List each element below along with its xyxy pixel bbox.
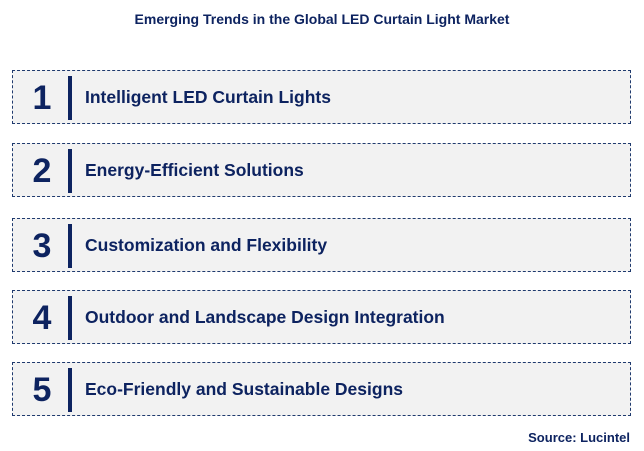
trend-item: 5 Eco-Friendly and Sustainable Designs bbox=[12, 362, 631, 416]
source-note: Source: Lucintel bbox=[528, 430, 630, 445]
trend-item: 1 Intelligent LED Curtain Lights bbox=[12, 70, 631, 124]
trend-number: 2 bbox=[32, 152, 52, 190]
divider bbox=[68, 296, 72, 340]
divider bbox=[68, 224, 72, 268]
trend-label: Intelligent LED Curtain Lights bbox=[85, 87, 331, 107]
divider bbox=[68, 76, 72, 120]
trend-label: Eco-Friendly and Sustainable Designs bbox=[85, 379, 403, 399]
trend-label: Customization and Flexibility bbox=[85, 235, 328, 255]
trend-item: 4 Outdoor and Landscape Design Integratio… bbox=[12, 290, 631, 344]
trend-number: 4 bbox=[32, 299, 52, 337]
trend-number: 1 bbox=[32, 79, 52, 117]
trend-item: 2 Energy-Efficient Solutions bbox=[12, 143, 631, 197]
trend-number: 3 bbox=[32, 227, 52, 265]
trend-label: Energy-Efficient Solutions bbox=[85, 160, 304, 180]
divider bbox=[68, 149, 72, 193]
trend-label: Outdoor and Landscape Design Integration bbox=[85, 307, 445, 327]
trend-item: 3 Customization and Flexibility bbox=[12, 218, 631, 272]
trend-number: 5 bbox=[32, 371, 52, 409]
divider bbox=[68, 368, 72, 412]
page-title: Emerging Trends in the Global LED Curtai… bbox=[134, 11, 510, 27]
